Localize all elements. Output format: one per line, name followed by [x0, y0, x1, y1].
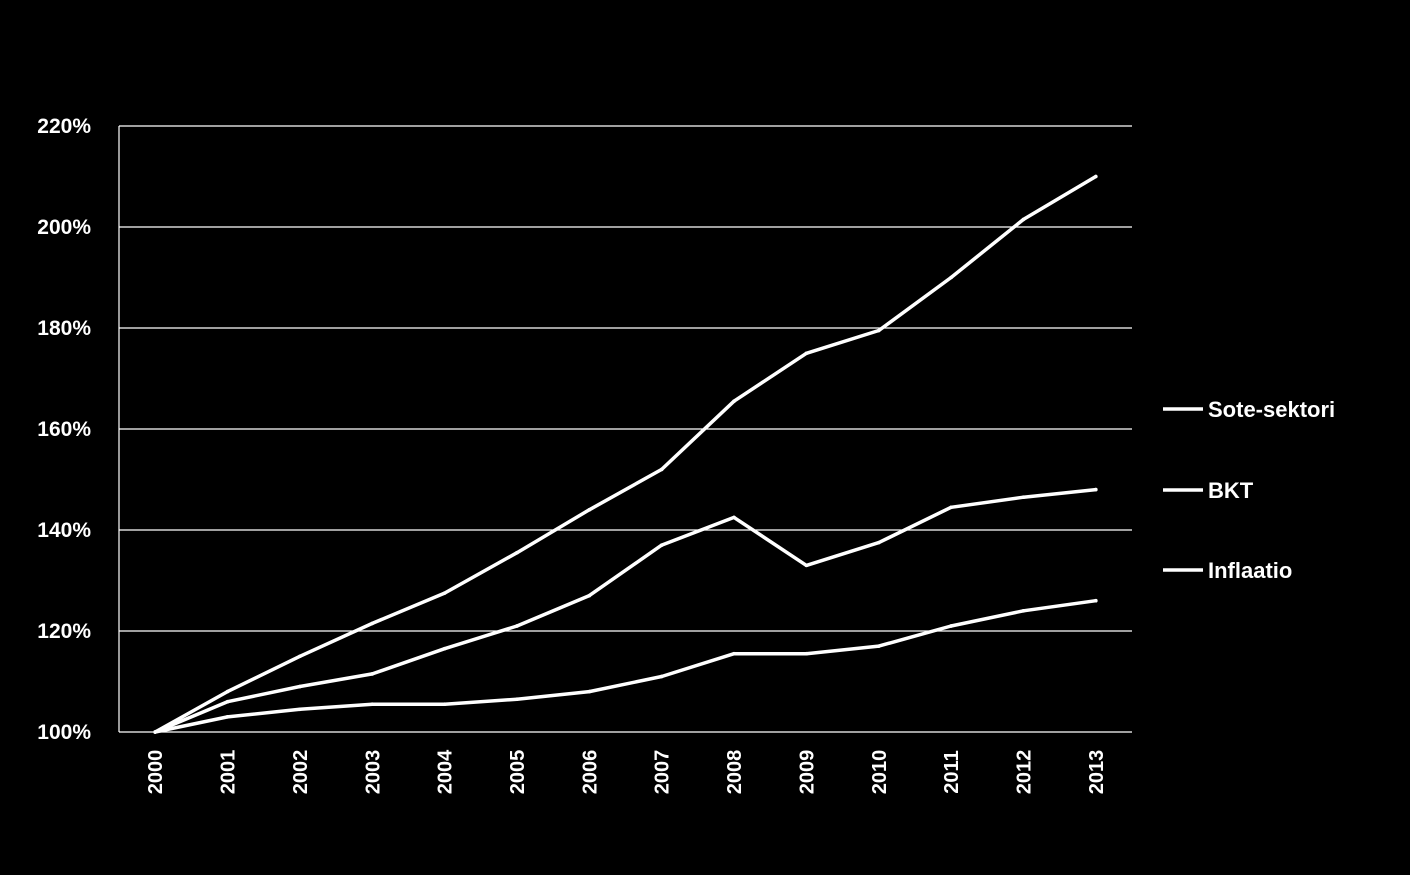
data-point — [225, 715, 230, 719]
data-point — [587, 593, 592, 598]
data-point — [732, 651, 736, 656]
data-point — [370, 672, 375, 676]
data-point — [298, 684, 302, 689]
y-tick-label: 220% — [37, 115, 91, 138]
legend-label: Inflaatio — [1208, 558, 1292, 583]
x-tick-label: 2012 — [1013, 750, 1035, 795]
data-point — [949, 275, 953, 280]
data-point — [804, 351, 809, 356]
x-tick-label: 2003 — [362, 750, 384, 795]
data-point — [515, 697, 519, 701]
data-point — [153, 730, 157, 734]
x-axis: 2000 2001 2002 2003 2004 2005 2006 2007 2008 2009… — [145, 749, 1108, 794]
data-point — [515, 624, 519, 628]
data-point — [370, 702, 375, 707]
x-tick-label: 2011 — [941, 750, 963, 793]
x-tick-label: 2006 — [579, 750, 601, 795]
x-tick-label: 2009 — [796, 750, 818, 795]
data-point — [370, 621, 375, 626]
data-point — [298, 707, 302, 712]
gridlines — [119, 125, 1132, 733]
y-tick-label: 140% — [37, 519, 91, 542]
data-point — [225, 699, 230, 704]
series-lines — [153, 174, 1098, 734]
x-tick-label: 2005 — [507, 750, 529, 795]
data-point — [876, 328, 881, 333]
legend: Sote-sektori BKT Inflaatio — [1163, 397, 1335, 583]
x-tick-label: 2001 — [218, 750, 240, 795]
data-point — [1021, 609, 1026, 613]
data-point — [804, 563, 809, 568]
series-line — [153, 174, 1098, 734]
y-axis: 100% 120% 140% 160% 180% 200% 220% — [37, 115, 120, 744]
data-point — [442, 591, 447, 595]
series-line — [153, 487, 1098, 734]
y-tick-label: 160% — [37, 418, 91, 441]
x-tick-label: 2000 — [145, 750, 167, 795]
x-tick-label: 2013 — [1086, 750, 1108, 795]
data-point — [732, 515, 736, 520]
y-tick-label: 100% — [37, 721, 91, 744]
data-point — [587, 508, 592, 512]
data-point — [1021, 217, 1026, 222]
data-point — [515, 550, 519, 555]
data-point — [659, 543, 664, 547]
data-point — [949, 505, 953, 510]
data-point — [804, 651, 809, 656]
data-point — [1094, 598, 1098, 603]
y-tick-label: 200% — [37, 216, 91, 239]
x-tick-label: 2004 — [435, 749, 457, 794]
data-point — [587, 689, 592, 694]
x-tick-label: 2008 — [724, 750, 746, 795]
x-tick-label: 2002 — [290, 750, 312, 795]
data-point — [659, 467, 664, 472]
x-tick-label: 2010 — [869, 750, 891, 795]
data-point — [298, 654, 302, 659]
data-point — [1094, 487, 1098, 492]
series-line — [153, 598, 1098, 734]
data-point — [949, 624, 953, 628]
data-point — [225, 689, 230, 694]
data-point — [442, 646, 447, 651]
data-point — [1021, 495, 1026, 499]
x-tick-label: 2007 — [652, 750, 674, 795]
legend-label: Sote-sektori — [1208, 397, 1335, 422]
legend-label: BKT — [1208, 478, 1254, 503]
data-point — [442, 702, 447, 707]
data-point — [659, 674, 664, 679]
y-tick-label: 180% — [37, 317, 91, 340]
data-point — [876, 644, 881, 648]
y-tick-label: 120% — [37, 620, 91, 643]
data-point — [732, 399, 736, 404]
data-point — [1094, 174, 1098, 179]
data-point — [876, 540, 881, 545]
